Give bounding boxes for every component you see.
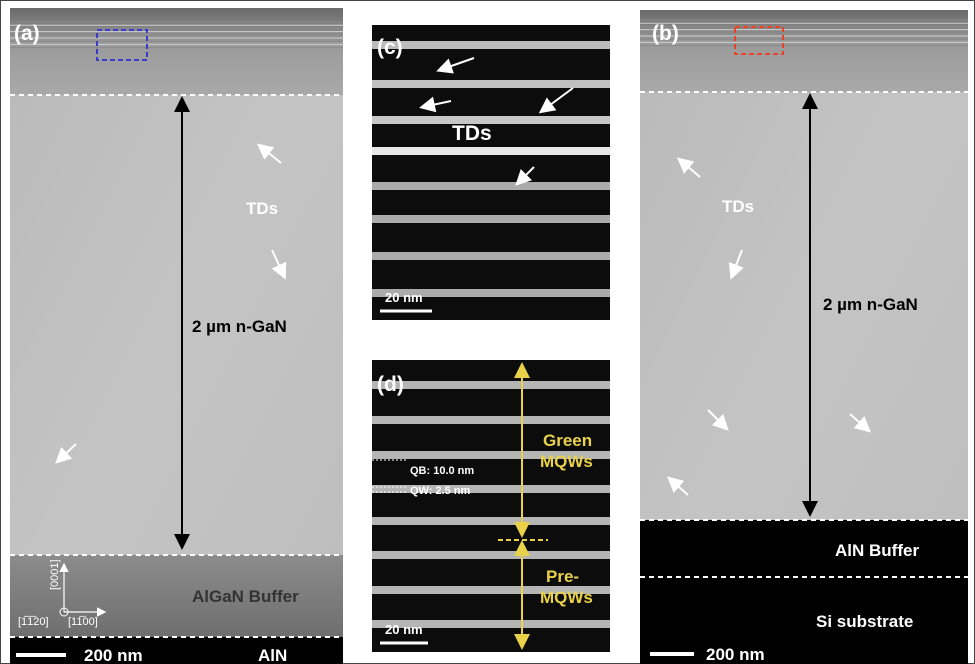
buffer-label: AlGaN Buffer [192, 587, 299, 606]
band [372, 80, 610, 88]
band [372, 252, 610, 260]
td-label: TDs [246, 199, 278, 218]
layer-label: AlN [258, 646, 287, 664]
axis-label: [0001] [49, 559, 61, 590]
page: (a) TDs 2 µm n-GaN AlGaN Buffer [0001] [… [0, 0, 975, 664]
substrate-label: Si substrate [816, 612, 913, 631]
td-label: TDs [722, 197, 754, 216]
buffer-label: AlN Buffer [835, 541, 919, 560]
panel-c: (c) TDs 20 nm [372, 25, 610, 320]
band [372, 381, 610, 389]
region-label: MQWs [540, 452, 593, 471]
scale-label: 20 nm [385, 290, 423, 305]
axis-label: [1̅1̅20] [18, 616, 49, 628]
image-c [372, 25, 610, 320]
panel-a: (a) TDs 2 µm n-GaN AlGaN Buffer [0001] [… [10, 8, 343, 664]
axis-label: [11̅00] [68, 616, 98, 628]
qb-label: QB: 10.0 nm [410, 465, 474, 477]
band [372, 182, 610, 190]
band [372, 551, 610, 559]
figure: (a) TDs 2 µm n-GaN AlGaN Buffer [0001] [… [0, 0, 975, 664]
scale-label: 200 nm [706, 645, 765, 664]
region-label: Green [543, 431, 592, 450]
band [372, 147, 610, 155]
band [372, 416, 610, 424]
panel-label: (c) [377, 36, 403, 59]
panel-label: (a) [14, 22, 40, 45]
thickness-label: 2 µm n-GaN [192, 317, 287, 336]
mqw-region [640, 10, 968, 92]
qw-label: QW: 2.5 nm [410, 485, 471, 497]
aln-region [10, 637, 343, 664]
scale-label: 20 nm [385, 622, 423, 637]
band [372, 517, 610, 525]
thickness-label: 2 µm n-GaN [823, 295, 918, 314]
panel-d: (d) Green MQWs Pre- MQWs QB: 10.0 nm QW: 2.5 n… [372, 360, 610, 652]
region-label: MQWs [540, 588, 593, 607]
mqw-region [10, 8, 343, 95]
band [372, 215, 610, 223]
panel-label: (d) [377, 373, 404, 396]
td-label: TDs [452, 122, 492, 145]
band [372, 41, 610, 49]
image-d [372, 360, 610, 652]
panel-label: (b) [652, 22, 679, 45]
scale-label: 200 nm [84, 646, 143, 664]
region-label: Pre- [546, 567, 579, 586]
panel-b: (b) TDs 2 µm n-GaN AlN Buffer Si substra… [640, 10, 968, 664]
band [372, 485, 610, 493]
